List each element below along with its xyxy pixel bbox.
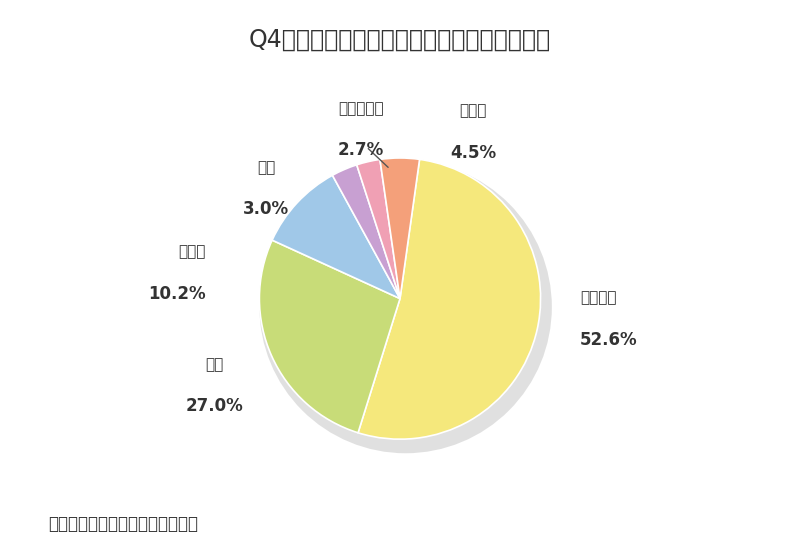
- Text: 電車: 電車: [206, 357, 223, 372]
- Wedge shape: [357, 159, 400, 299]
- Text: 飛行機: 飛行機: [178, 244, 206, 259]
- Wedge shape: [358, 159, 541, 439]
- Text: 自家用車: 自家用車: [580, 291, 617, 306]
- Wedge shape: [333, 165, 400, 299]
- Text: バス: バス: [258, 160, 275, 175]
- Wedge shape: [380, 158, 419, 299]
- Text: Q4：そのメインとなる交通手段は何ですか？: Q4：そのメインとなる交通手段は何ですか？: [249, 28, 551, 52]
- Text: 2.7%: 2.7%: [338, 141, 384, 159]
- Text: その他: その他: [459, 104, 486, 119]
- Wedge shape: [259, 240, 400, 433]
- Text: 52.6%: 52.6%: [580, 331, 638, 349]
- Text: 27.0%: 27.0%: [186, 397, 243, 415]
- Ellipse shape: [259, 161, 552, 453]
- Text: 4.5%: 4.5%: [450, 144, 496, 162]
- Text: 3.0%: 3.0%: [243, 200, 290, 218]
- Wedge shape: [272, 175, 400, 299]
- Text: 10.2%: 10.2%: [148, 285, 206, 302]
- Text: レンタカー: レンタカー: [338, 101, 383, 116]
- Text: カーリースの定額カルモくん調べ: カーリースの定額カルモくん調べ: [48, 515, 198, 533]
